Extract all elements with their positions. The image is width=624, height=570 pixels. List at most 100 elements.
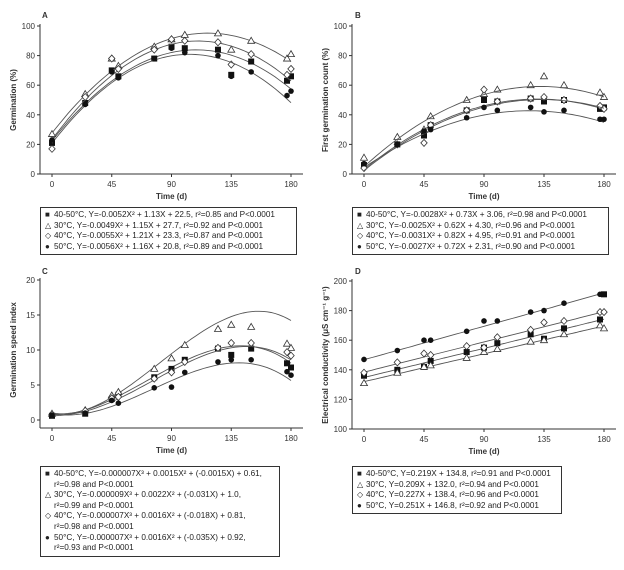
- series-circle: [49, 45, 294, 144]
- marker-circle: [597, 116, 603, 123]
- legend-item: ● 50°C, Y=-0.0027X² + 0.72X + 2.31, r²=0.…: [357, 242, 604, 253]
- marker-circle: [108, 397, 115, 404]
- marker-diamond: [540, 318, 548, 327]
- marker-diamond: [462, 342, 471, 351]
- panel-label: C: [42, 267, 48, 276]
- legend-label-line2: r²=0.98 and P<0.0001: [54, 521, 134, 531]
- marker-circle: [481, 104, 487, 111]
- y-tick-label: 0: [31, 170, 36, 179]
- marker-triangle: [595, 88, 605, 96]
- triangle-marker-icon: △: [357, 479, 364, 489]
- x-tick-label: 0: [362, 435, 367, 444]
- series-diamond: [48, 338, 295, 419]
- marker-triangle: [213, 324, 223, 332]
- marker-diamond: [493, 97, 502, 106]
- x-tick-label: 135: [225, 180, 239, 189]
- marker-triangle: [595, 321, 605, 329]
- marker-square: [494, 340, 501, 347]
- marker-triangle: [246, 36, 256, 44]
- x-tick-label: 90: [167, 434, 176, 443]
- marker-circle: [115, 400, 122, 407]
- y-tick-label: 5: [31, 381, 36, 390]
- marker-circle: [494, 107, 501, 114]
- y-tick-label: 10: [26, 346, 35, 355]
- legend-label: 30°C, Y=-0.000009X³ + 0.0022X² + (-0.031…: [54, 490, 242, 510]
- marker-triangle: [539, 335, 549, 344]
- marker-circle: [597, 291, 603, 298]
- fit-curve: [363, 85, 605, 168]
- marker-circle: [288, 88, 294, 94]
- marker-triangle: [227, 45, 236, 53]
- marker-square: [597, 316, 603, 323]
- y-axis-label: First germination count (%): [321, 48, 330, 152]
- legend-item: ● 50°C, Y=-0.000007X³ + 0.0016X² + (-0.03…: [45, 533, 275, 554]
- y-tick-label: 80: [26, 52, 35, 61]
- marker-diamond: [214, 38, 222, 47]
- y-tick-label: 20: [26, 140, 35, 149]
- marker-circle: [181, 49, 188, 56]
- legend-item: ■ 40-50°C, Y=0.219X + 134.8, r²=0.91 and …: [357, 469, 557, 480]
- panel-label: B: [355, 11, 361, 20]
- marker-diamond: [426, 350, 435, 360]
- marker-square: [561, 325, 567, 332]
- legend-label: 40-50°C, Y=-0.0052X² + 1.13X + 22.5, r²=…: [54, 210, 275, 219]
- y-tick-label: 15: [26, 311, 35, 320]
- fit-curve: [51, 310, 292, 415]
- legend-label: 50°C, Y=0.251X + 146.8, r²=0.92 and P<0.…: [366, 500, 539, 510]
- x-tick-label: 90: [167, 180, 176, 189]
- legend-label: 40-50°C, Y=-0.0028X² + 0.73X + 3.06, r²=…: [366, 210, 587, 219]
- marker-triangle: [393, 132, 402, 140]
- marker-circle: [284, 368, 290, 375]
- x-axis-label: Time (d): [469, 192, 500, 201]
- marker-diamond: [114, 392, 123, 401]
- x-tick-label: 0: [50, 434, 55, 443]
- marker-circle: [115, 75, 122, 81]
- marker-triangle: [359, 378, 369, 387]
- marker-circle: [288, 372, 294, 379]
- marker-diamond: [181, 36, 189, 45]
- x-tick-label: 135: [537, 180, 551, 189]
- legend-item: ■ 40-50°C, Y=-0.0028X² + 0.73X + 3.06, r²…: [357, 210, 604, 221]
- marker-circle: [361, 356, 367, 363]
- x-axis-label: Time (d): [156, 192, 187, 201]
- y-tick-label: 0: [31, 416, 36, 425]
- legend-label: 40°C, Y=-0.0055X² + 1.21X + 23.3, r²=0.8…: [54, 231, 264, 241]
- y-tick-label: 100: [334, 425, 348, 434]
- marker-diamond: [560, 316, 568, 326]
- legend-label: 50°C, Y=-0.000007X³ + 0.0016X² + (-0.035…: [54, 532, 246, 553]
- series-circle: [361, 291, 607, 363]
- marker-circle: [427, 337, 434, 344]
- marker-diamond: [360, 368, 368, 377]
- series-triangle: [359, 321, 609, 387]
- marker-circle: [248, 357, 254, 363]
- series-diamond: [48, 35, 295, 153]
- marker-diamond: [167, 368, 176, 377]
- y-tick-label: 120: [334, 395, 348, 404]
- marker-circle: [82, 101, 88, 108]
- y-tick-label: 20: [26, 276, 35, 285]
- square-marker-icon: ■: [45, 210, 50, 219]
- panel-D: D 100 120 140 160 180 200 0 45 90 135 180 Time (d) El…: [321, 267, 616, 456]
- x-tick-label: 45: [107, 434, 116, 443]
- marker-triangle: [282, 339, 292, 347]
- legend-item: ◇ 40°C, Y=-0.0031X² + 0.82X + 4.95, r²=0.…: [357, 231, 604, 242]
- marker-square: [214, 46, 221, 53]
- x-axis-label: Time (d): [156, 446, 187, 455]
- x-axis-label: Time (d): [469, 447, 500, 456]
- legend-label: 40°C, Y=-0.0031X² + 0.82X + 4.95, r²=0.9…: [366, 231, 576, 241]
- marker-diamond: [181, 357, 189, 366]
- legend: ■ 40-50°C, Y=-0.0028X² + 0.73X + 3.06, r²…: [352, 207, 609, 256]
- marker-circle: [394, 141, 401, 148]
- series-diamond: [360, 307, 608, 377]
- marker-triangle: [286, 343, 296, 351]
- series-triangle: [47, 310, 296, 417]
- marker-square: [284, 77, 291, 84]
- x-tick-label: 90: [480, 435, 489, 444]
- x-tick-label: 0: [362, 180, 367, 189]
- marker-diamond: [167, 35, 176, 44]
- marker-circle: [494, 318, 501, 324]
- y-tick-label: 160: [334, 336, 348, 345]
- marker-circle: [49, 412, 55, 418]
- marker-triangle: [180, 340, 189, 349]
